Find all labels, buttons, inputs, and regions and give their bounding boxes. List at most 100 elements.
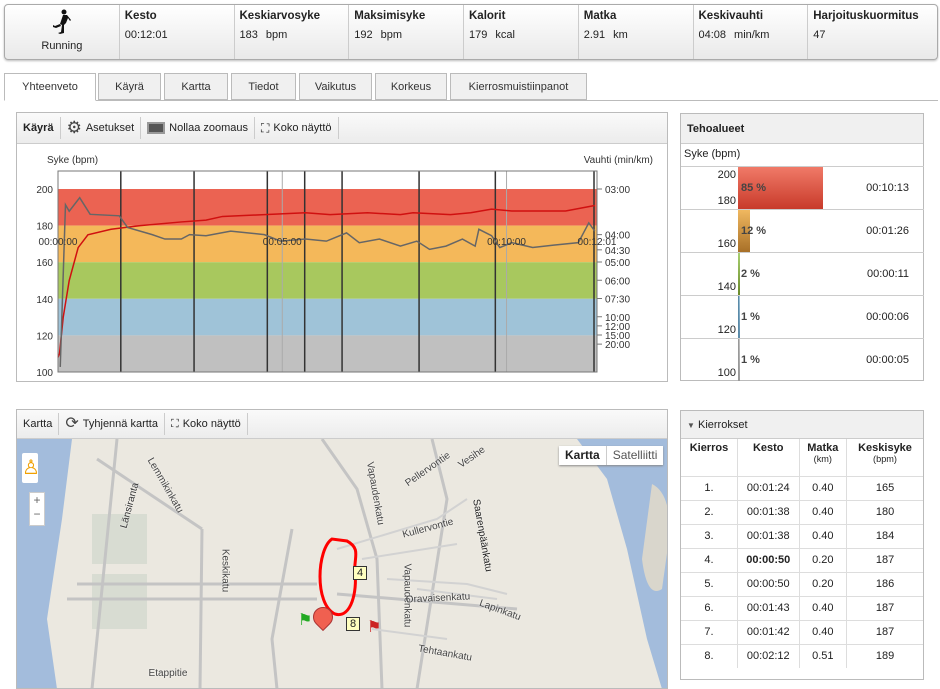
- lap-cell: 3.: [681, 523, 738, 548]
- fullscreen-button[interactable]: ⛶ Koko näyttö: [255, 117, 339, 139]
- laps-toggle[interactable]: ▼ Kierrokset: [681, 411, 923, 439]
- col-unit: (km): [813, 454, 832, 464]
- map-title: Kartta: [23, 418, 53, 430]
- zone-time: 00:00:06: [866, 311, 909, 323]
- lap-cell: 0.20: [799, 547, 848, 572]
- zones-axis-label: Syke (bpm): [684, 148, 741, 160]
- lap-row[interactable]: 4. 00:00:50 0.20 187: [681, 547, 923, 572]
- y-tick-label: 180: [36, 222, 53, 233]
- settings-button[interactable]: ⚙ Asetukset: [61, 117, 142, 139]
- stat-value: 04:08: [698, 29, 727, 41]
- zone-row: 120 1 % 00:00:06: [681, 295, 924, 338]
- zone-lower: 180: [717, 195, 736, 207]
- laps-table: Kierros Kesto Matka (km) Keskisyke (bpm) 1. 00:…: [681, 439, 923, 668]
- zone-bar: [738, 296, 740, 338]
- stat-unit: bpm: [265, 29, 288, 41]
- stat-kalorit: Kalorit 179 kcal: [463, 5, 578, 59]
- zone-time: 00:01:26: [866, 225, 909, 237]
- stat-label: Harjoituskuormitus: [813, 10, 919, 22]
- stat-label: Keskivauhti: [698, 10, 764, 22]
- tab-4[interactable]: Vaikutus: [299, 73, 372, 100]
- stat-value: 183: [239, 29, 258, 41]
- lap-cell: 184: [846, 523, 923, 548]
- lap-cell: 187: [846, 619, 923, 644]
- zone-lower: 160: [717, 238, 736, 250]
- lap-cell: 00:01:38: [737, 523, 800, 548]
- y-tick-label: 140: [36, 295, 53, 306]
- tab-0[interactable]: Yhteenveto: [4, 73, 96, 101]
- laps-col-header: Keskisyke (bpm): [847, 439, 923, 476]
- laps-col-header: Kierros: [681, 439, 738, 476]
- x-tick-label: 00:00:00: [39, 237, 78, 248]
- fullscreen-icon: ⛶: [170, 418, 179, 430]
- reset-zoom-button[interactable]: Nollaa zoomaus: [141, 117, 256, 139]
- zone-percent: 2 %: [741, 268, 760, 280]
- workout-summary: Running Kesto 00:12:01 Keskiarvosyke 183 bpm…: [4, 4, 938, 60]
- y-tick-label: 160: [36, 258, 53, 269]
- lap-row[interactable]: 7. 00:01:42 0.40 187: [681, 619, 923, 644]
- laps-title: Kierrokset: [697, 419, 748, 431]
- lap-cell: 0.40: [799, 595, 848, 620]
- stat-kesto: Kesto 00:12:01: [118, 5, 234, 59]
- curve-toolbar: Käyrä ⚙ Asetukset Nollaa zoomaus ⛶ Koko nä…: [17, 113, 667, 144]
- tab-5[interactable]: Korkeus: [375, 73, 447, 100]
- stat-value: 47: [813, 29, 826, 41]
- clear-map-icon: ⟳: [65, 415, 79, 432]
- x-tick-label: 00:12:01: [578, 237, 617, 248]
- lap-row[interactable]: 5. 00:00:50 0.20 186: [681, 571, 923, 596]
- lap-row[interactable]: 8. 00:02:12 0.51 189: [681, 643, 923, 668]
- stat-value: 179: [469, 29, 488, 41]
- map-panel: Kartta ⟳ Tyhjennä kartta ⛶ Koko näyttö: [16, 409, 668, 689]
- tab-3[interactable]: Tiedot: [231, 73, 296, 100]
- lap-cell: 6.: [681, 595, 738, 620]
- zone-lower: 100: [717, 367, 736, 379]
- col-label: Kierros: [689, 442, 729, 454]
- plot-border: [57, 170, 598, 373]
- y-tick-label: 100: [36, 368, 53, 379]
- y2-tick-label: 12:00: [605, 322, 630, 333]
- lap-cell: 00:01:38: [737, 499, 800, 524]
- zoom-in-button[interactable]: +: [33, 493, 41, 507]
- tab-2[interactable]: Kartta: [164, 73, 228, 100]
- lap-marker[interactable]: 8: [346, 617, 361, 631]
- lap-row[interactable]: 1. 00:01:24 0.40 165: [681, 475, 923, 500]
- stat-value-row: 47: [813, 29, 932, 41]
- route-map[interactable]: [17, 439, 668, 689]
- zoom-controls: + −: [29, 492, 45, 526]
- col-label: Keskisyke: [858, 442, 912, 454]
- lap-row[interactable]: 3. 00:01:38 0.40 184: [681, 523, 923, 548]
- stat-label: Kalorit: [469, 10, 506, 22]
- map-type-satellite[interactable]: Satelliitti: [606, 446, 664, 465]
- curve-title: Käyrä: [23, 122, 54, 134]
- zoom-out-button[interactable]: −: [33, 507, 41, 521]
- clear-map-button[interactable]: ⟳ Tyhjennä kartta: [59, 413, 165, 435]
- y2-tick-label: 04:00: [605, 231, 630, 242]
- map-fullscreen-button[interactable]: ⛶ Koko näyttö: [165, 413, 248, 435]
- lap-row[interactable]: 6. 00:01:43 0.40 187: [681, 595, 923, 620]
- y2-tick-label: 15:00: [605, 331, 630, 342]
- pegman-icon[interactable]: ♙: [22, 453, 40, 483]
- map-type-map[interactable]: Kartta: [559, 446, 607, 465]
- lap-cell: 0.51: [799, 643, 848, 668]
- stat-value-row: 2.91 km: [584, 29, 688, 41]
- lap-cell: 00:00:50: [737, 547, 800, 572]
- lap-cell: 00:01:42: [737, 619, 800, 644]
- map-toolbar: Kartta ⟳ Tyhjennä kartta ⛶ Koko näyttö: [17, 410, 667, 439]
- lap-cell: 00:00:50: [737, 571, 800, 596]
- lap-marker[interactable]: 4: [353, 566, 368, 580]
- hr-pace-chart[interactable]: Syke (bpm) Vauhti (min/km) 100 120 140 160 180…: [17, 144, 667, 382]
- tab-6[interactable]: Kierrosmuistiinpanot: [450, 73, 587, 100]
- x-tick-label: 00:10:00: [487, 237, 526, 248]
- lap-cell: 00:01:43: [737, 595, 800, 620]
- tab-1[interactable]: Käyrä: [98, 73, 161, 100]
- stat-value-row: 00:12:01: [125, 29, 229, 41]
- stat-value-row: 179 kcal: [469, 29, 573, 41]
- lap-cell: 5.: [681, 571, 738, 596]
- fullscreen-label: Koko näyttö: [273, 122, 332, 134]
- stat-value-row: 04:08 min/km: [699, 29, 803, 41]
- stat-label: Keskiarvosyke: [239, 10, 321, 22]
- reset-zoom-label: Nollaa zoomaus: [169, 122, 249, 134]
- zone-lower: 120: [717, 324, 736, 336]
- lap-cell: 165: [846, 475, 923, 500]
- lap-row[interactable]: 2. 00:01:38 0.40 180: [681, 499, 923, 524]
